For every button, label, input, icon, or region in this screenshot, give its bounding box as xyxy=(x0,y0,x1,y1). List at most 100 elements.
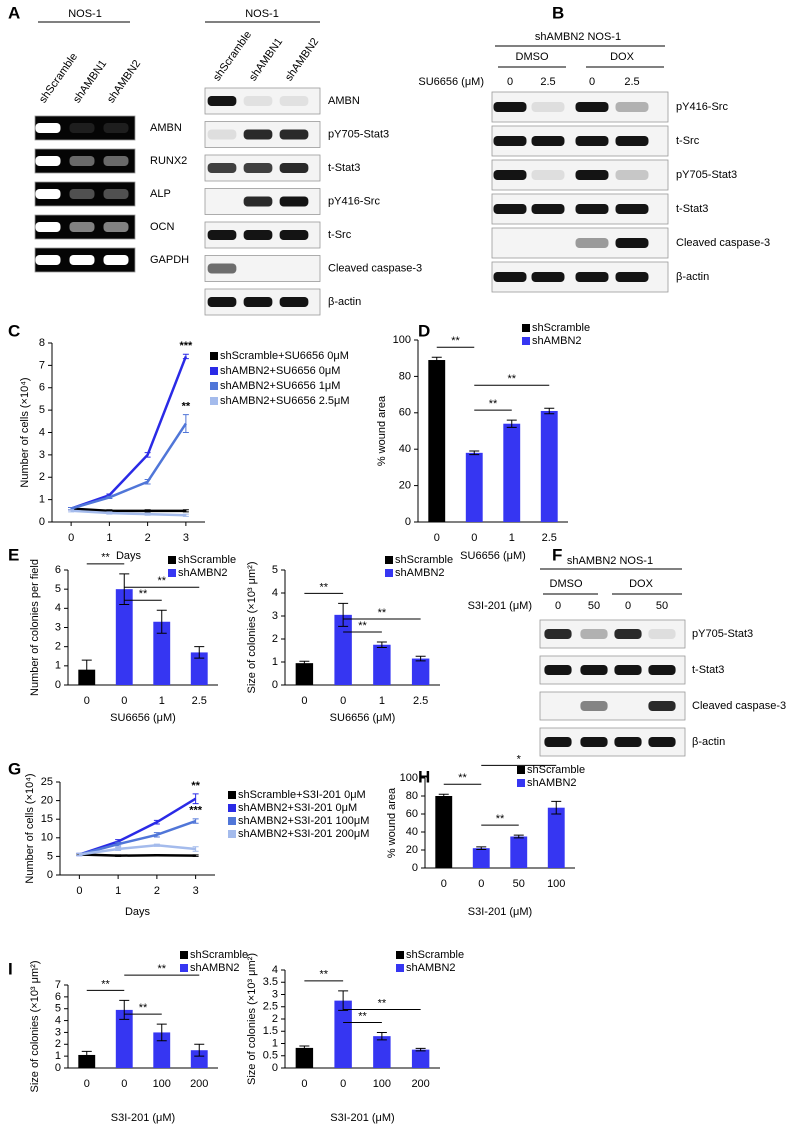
legend-swatch xyxy=(180,951,188,959)
error-bar xyxy=(119,999,130,1020)
band xyxy=(493,170,527,180)
legend-swatch xyxy=(180,964,188,972)
bar xyxy=(115,1009,133,1068)
band xyxy=(35,189,61,199)
band xyxy=(207,96,237,106)
y-tick-label: 0 xyxy=(55,679,61,691)
error-bar xyxy=(144,478,151,485)
bar xyxy=(190,652,208,685)
band xyxy=(575,272,609,282)
panel-letter: C xyxy=(8,321,20,340)
band xyxy=(648,737,676,747)
series-line xyxy=(71,507,186,513)
y-tick-label: 40 xyxy=(406,826,418,838)
band xyxy=(493,136,527,146)
y-tick-label: 7 xyxy=(39,359,45,371)
band xyxy=(493,204,527,214)
y-tick-label: 5 xyxy=(55,583,61,595)
error-bar xyxy=(144,512,151,516)
x-tick-label: 100 xyxy=(153,1078,171,1090)
row-label: t-Src xyxy=(676,135,700,147)
row-label: β-actin xyxy=(328,296,361,308)
band xyxy=(35,156,61,166)
x-tick-label: 0 xyxy=(478,878,484,890)
y-tick-label: 1 xyxy=(39,494,45,506)
band xyxy=(580,737,608,747)
y-tick-label: 0 xyxy=(55,1062,61,1074)
band xyxy=(580,701,608,711)
row-label: Cleaved caspase-3 xyxy=(328,262,422,274)
x-axis-label: SU6656 (μM) xyxy=(330,712,396,724)
bar xyxy=(373,644,391,685)
y-tick-label: 10 xyxy=(41,832,53,844)
legend-swatch xyxy=(168,556,176,564)
significance-label: ** xyxy=(139,1002,148,1014)
series-line xyxy=(79,853,196,857)
significance-label: ** xyxy=(191,780,200,792)
error-bar xyxy=(513,834,524,839)
legend-swatch xyxy=(396,964,404,972)
error-bar xyxy=(106,495,113,500)
y-tick-label: 3 xyxy=(272,610,278,622)
band xyxy=(279,96,309,106)
legend-swatch xyxy=(168,569,176,577)
series-line xyxy=(70,422,187,510)
significance-label: ** xyxy=(157,963,166,975)
significance-label: ** xyxy=(378,997,387,1009)
band xyxy=(207,129,237,140)
dose: 50 xyxy=(656,600,668,612)
y-tick-label: 20 xyxy=(41,795,53,807)
x-tick-label: 2.5 xyxy=(413,695,428,707)
band xyxy=(103,123,129,133)
row-label: pY705-Stat3 xyxy=(328,128,389,140)
lane-label: shAMBN1 xyxy=(247,36,285,83)
legend-label: shScramble+SU6656 0μM xyxy=(220,350,349,362)
x-tick-label: 3 xyxy=(183,532,189,544)
panel-letter: H xyxy=(418,767,430,786)
bar xyxy=(373,1036,391,1068)
bar xyxy=(547,807,565,868)
legend-label: shAMBN2 xyxy=(532,335,582,347)
error-bar xyxy=(376,1031,387,1041)
row-label: t-Stat3 xyxy=(676,203,708,215)
band xyxy=(69,222,95,232)
legend-swatch xyxy=(385,556,393,564)
bar xyxy=(334,1000,352,1068)
y-axis-label: Size of colonies (×10³ μm²) xyxy=(246,953,258,1085)
significance-label: * xyxy=(517,753,522,765)
x-tick-label: 0 xyxy=(434,532,440,544)
error-bar xyxy=(299,660,310,666)
significance-label: *** xyxy=(179,340,193,352)
band xyxy=(103,255,129,265)
band xyxy=(279,163,309,173)
series-line xyxy=(79,819,197,856)
error-bar xyxy=(415,1047,426,1052)
band xyxy=(531,170,565,180)
y-tick-label: 5 xyxy=(272,564,278,576)
y-tick-label: 2.5 xyxy=(263,1001,278,1013)
y-tick-label: 2 xyxy=(272,1013,278,1025)
x-tick-label: 3 xyxy=(193,885,199,897)
y-tick-label: 4 xyxy=(55,602,61,614)
legend-label: shAMBN2+S3I-201 200μM xyxy=(238,828,369,840)
y-tick-label: 80 xyxy=(399,370,411,382)
band xyxy=(243,96,273,106)
bar xyxy=(411,658,430,685)
y-tick-label: 40 xyxy=(399,443,411,455)
bar xyxy=(472,848,490,868)
panel-letter: B xyxy=(552,3,564,22)
row-label: AMBN xyxy=(150,122,182,134)
error-bar xyxy=(81,659,92,680)
group-label: DMSO xyxy=(516,51,549,63)
significance-label: ** xyxy=(496,813,505,825)
legend-swatch xyxy=(522,337,530,345)
band xyxy=(243,163,273,173)
y-tick-label: 6 xyxy=(55,564,61,576)
error-bar xyxy=(153,832,160,838)
bar xyxy=(190,1050,208,1068)
y-tick-label: 4 xyxy=(272,964,278,976)
y-tick-label: 100 xyxy=(393,334,411,346)
y-tick-label: 3 xyxy=(55,621,61,633)
band xyxy=(615,170,649,180)
bar xyxy=(503,423,521,522)
